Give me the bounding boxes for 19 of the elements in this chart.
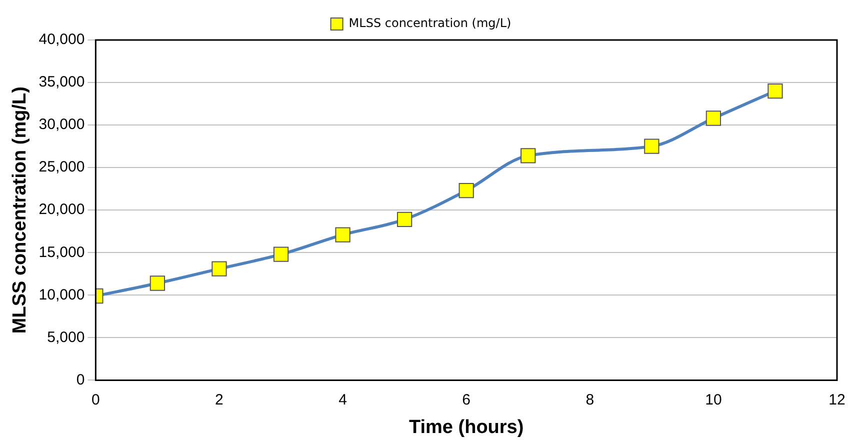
x-tick-label: 12	[828, 391, 846, 408]
y-tick-label: 40,000	[38, 31, 85, 48]
x-tick-label: 2	[215, 391, 224, 408]
y-tick-label: 15,000	[38, 244, 85, 261]
x-tick-label: 4	[338, 391, 347, 408]
x-tick-label: 0	[92, 391, 100, 408]
y-tick-label: 10,000	[38, 286, 85, 304]
y-axis-title: MLSS concentration (mg/L)	[10, 86, 31, 334]
y-tick-label: 30,000	[38, 116, 85, 134]
y-tick-label: 20,000	[38, 201, 85, 218]
legend-label: MLSS concentration (mg/L)	[348, 16, 512, 30]
y-tick-label: 25,000	[38, 158, 85, 176]
y-tick-label: 0	[76, 371, 85, 388]
x-tick-label: 6	[462, 391, 471, 408]
x-tick-label: 10	[705, 391, 722, 408]
x-axis-title: Time (hours)	[408, 416, 524, 438]
y-tick-label: 5,000	[47, 328, 85, 346]
y-tick-label: 35,000	[38, 74, 85, 91]
x-tick-label: 8	[586, 391, 594, 408]
